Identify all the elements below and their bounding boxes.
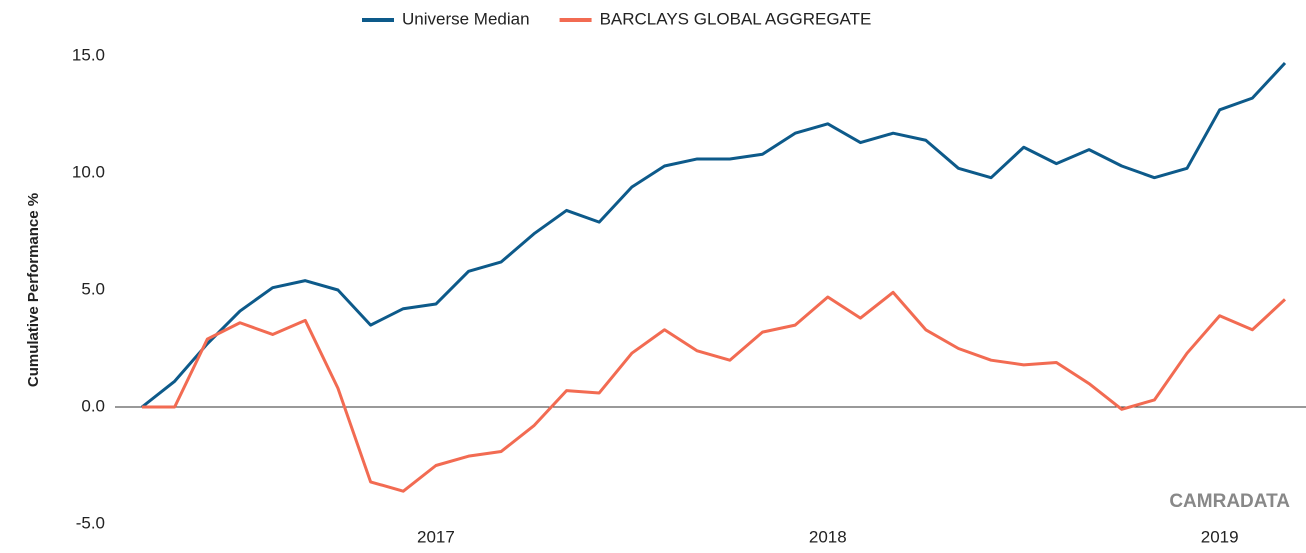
series-line [141, 61, 1287, 409]
y-tick-label: 0.0 [81, 396, 105, 415]
x-tick-label: 2019 [1201, 527, 1239, 546]
series-line [142, 290, 1287, 493]
y-tick-label: 10.0 [72, 162, 105, 181]
y-tick-label: 15.0 [72, 45, 105, 64]
y-tick-label: -5.0 [76, 513, 105, 532]
watermark: CAMRADATA [1169, 491, 1290, 512]
x-tick-label: 2017 [417, 527, 455, 546]
legend-label: Universe Median [402, 9, 530, 28]
x-tick-label: 2018 [809, 527, 847, 546]
legend-label: BARCLAYS GLOBAL AGGREGATE [600, 9, 872, 28]
y-tick-label: 5.0 [81, 279, 105, 298]
y-axis-label: Cumulative Performance % [25, 193, 42, 387]
